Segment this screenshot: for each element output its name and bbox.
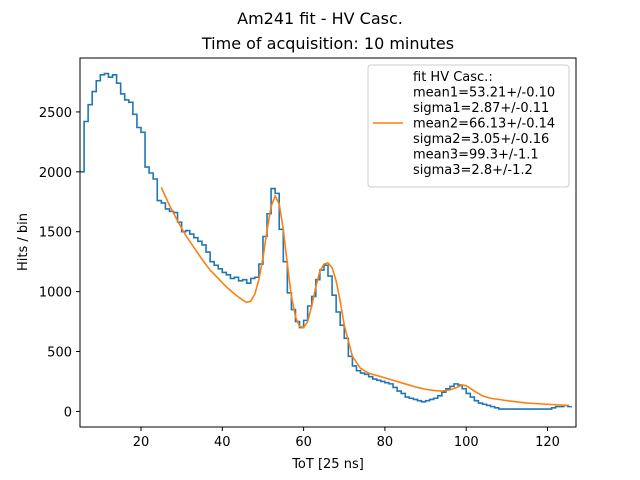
x-tick-label: 100 [454, 435, 479, 450]
y-axis-label: Hits / bin [16, 213, 31, 271]
histogram-series [80, 72, 572, 410]
legend-text-line: fit HV Casc.: [413, 70, 493, 85]
legend-text-line: mean2=66.13+/-0.14 [413, 117, 555, 132]
x-tick-label: 80 [377, 435, 394, 450]
fit-series-line [160, 187, 568, 407]
x-tick-label: 120 [535, 435, 560, 450]
legend-text-line: sigma2=3.05+/-0.16 [413, 132, 549, 147]
x-tick-label: 40 [214, 435, 231, 450]
x-axis-label: ToT [25 ns] [291, 457, 364, 472]
y-tick-label: 500 [47, 346, 72, 361]
plot-area [79, 57, 577, 428]
legend: fit HV Casc.:mean1=53.21+/-0.10sigma1=2.… [367, 64, 570, 188]
legend-box [367, 64, 570, 188]
y-tick-label: 0 [64, 405, 72, 420]
axes-frame [79, 57, 577, 428]
axis-ticks: 20 40 60 80 100 120 0 500 1000 1500 2000 2500 [39, 106, 560, 450]
chart-title: Am241 fit - HV Casc. [237, 9, 403, 28]
legend-text-line: mean1=53.21+/-0.10 [413, 86, 555, 101]
x-tick-label: 60 [295, 435, 312, 450]
y-tick-label: 1500 [39, 226, 72, 241]
x-tick-label: 20 [133, 435, 150, 450]
legend-text-line: sigma3=2.8+/-1.2 [413, 163, 533, 178]
y-tick-label: 2000 [39, 166, 72, 181]
y-tick-label: 2500 [39, 106, 72, 121]
y-tick-label: 1000 [39, 286, 72, 301]
legend-text-line: mean3=99.3+/-1.1 [413, 148, 539, 163]
chart-subtitle: Time of acquisition: 10 minutes [201, 34, 454, 53]
legend-text-line: sigma1=2.87+/-0.11 [413, 101, 549, 116]
